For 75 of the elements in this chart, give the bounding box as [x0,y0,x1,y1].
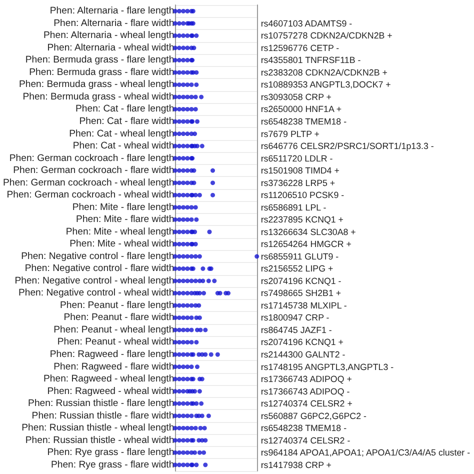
y2-tick-label: rs3093058 CRP + [260,92,332,102]
y2-tick-label: rs6548238 TMEM18 - [260,116,347,126]
y2-tick-label: rs12740374 CELSR2 - [260,435,350,446]
y2-tick-label: rs2156552 LIPG + [260,264,334,274]
y2-tick-label: rs1501908 TIMD4 + [260,166,340,176]
y2-tick-label: rs1800947 CRP - [260,312,330,323]
y-tick-label: Phen: Russian thistle - flare width [32,410,174,422]
y2-tick-label: rs2144300 GALNT2 - [260,350,346,360]
y2-tick-label: rs11206510 PCSK9 - [260,190,344,200]
y-tick-label: Phen: Ragweed - wheal length [44,374,174,385]
y-tick-label: Phen: Bermuda grass - flare length [25,54,174,66]
y2-tick-label: rs12740374 CELSR2 + [260,398,352,409]
y-tick-label: Phen: Cat - flare width [79,116,174,127]
y-tick-label: Phen: Cat - wheal width [72,140,174,152]
y-tick-label: Phen: German cockroach - flare length [9,152,174,164]
y2-tick-label: rs6586891 LPL - [260,202,326,212]
y2-tick-label: rs4607103 ADAMTS9 - [260,18,352,28]
y-tick-label: Phen: Cat - wheal length [69,128,174,140]
y-tick-label: Phen: Peanut - wheal length [54,324,174,336]
y-tick-label: Phen: Mite - wheal length [66,226,174,238]
y-tick-label: Phen: Russian thistle - wheal length [22,422,174,434]
y-tick-label: Phen: Mite - flare width [76,214,174,226]
y-tick-label: Phen: Negative control - wheal length [14,275,174,286]
y2-tick-label: rs2237895 KCNQ1 + [260,214,344,225]
y-tick-label: Phen: Rye grass - flare length [47,447,174,458]
y-tick-label: Phen: Russian thistle - wheal width [25,434,174,446]
y2-tick-label: rs17366743 ADIPOQ + [260,374,352,384]
y2-tick-label: rs10757278 CDKN2A/CDKN2B + [260,30,392,41]
y2-tick-label: rs13266634 SLC30A8 + [260,226,356,237]
y-tick-label: Phen: Ragweed - wheal width [47,386,174,397]
y-tick-label: Phen: Mite - wheal width [70,238,174,250]
y2-tick-label: rs12654264 HMGCR + [260,239,352,250]
y2-tick-label: rs560887 G6PC2,G6PC2 - [260,410,366,421]
y-tick-label: Phen: Negative control - flare width [24,263,174,274]
y-tick-label: Phen: Negative control - flare length [21,250,174,262]
y2-tick-label: rs646776 CELSR2/PSRC1/SORT1/1p13.3 - [260,141,434,152]
y-tick-label: Phen: Alternaria - flare width [54,18,174,29]
y-tick-label: Phen: Alternaria - flare length [50,6,174,17]
y-tick-label: Phen: Cat - flare length [76,104,174,115]
y2-tick-label: rs2074196 KCNQ1 + [260,337,344,348]
y-tick-label: Phen: German cockroach - wheal width [6,190,174,201]
y-tick-label: Phen: Peanut - flare length [60,300,174,311]
y2-tick-label: rs1748195 ANGPTL3,ANGPTL3 - [260,362,394,372]
y-tick-label: Phen: Bermuda grass - flare width [29,66,174,78]
y2-tick-label: rs2383208 CDKN2A/CDKN2B + [260,67,388,78]
y2-tick-label: rs6548238 TMEM18 - [260,423,347,434]
y2-tick-label: rs2650000 HNF1A + [260,104,342,114]
y-tick-label: Phen: German cockroach - flare width [13,165,174,176]
y2-tick-label: rs3736228 LRP5 + [260,178,336,188]
y-tick-label: Phen: Peanut - wheal width [57,336,174,348]
y2-tick-label: rs7679 PLTP + [260,128,320,139]
y-tick-label: Phen: Ragweed - flare length [50,349,174,360]
y2-tick-label: rs7498665 SH2B1 + [260,288,342,298]
y-tick-label: Phen: Alternaria - wheal length [44,30,174,42]
y-tick-label: Phen: Ragweed - flare width [54,361,174,372]
y-tick-label: Phen: Bermuda grass - wheal length [18,79,174,90]
y2-tick-label: rs2074196 KCNQ1 - [260,276,342,286]
y-tick-label: Phen: Negative control - wheal width [18,288,174,299]
y2-tick-label: rs6511720 LDLR - [260,153,333,164]
y2-tick-label: rs1417938 CRP + [260,460,332,470]
y2-tick-label: rs4355801 TNFRSF11B - [260,55,361,66]
y2-tick-label: rs10889353 ANGPTL3,DOCK7 + [260,80,391,90]
y2-tick-label: rs12596776 CETP - [260,42,340,53]
y2-tick-label: rs17145738 MLXIPL - [260,300,347,310]
y-tick-label: Phen: Rye grass - flare width [50,459,174,470]
y-tick-label: Phen: Russian thistle - flare length [28,398,174,410]
y2-tick-label: rs864745 JAZF1 - [260,324,332,335]
y-tick-label: Phen: Peanut - flare width [64,312,174,324]
y2-tick-label: rs964184 APOA1,APOA1; APOA1/C3/A4/A5 cluster - [260,448,470,458]
y2-tick-label: rs6855911 GLUT9 - [260,251,339,262]
y-tick-label: Phen: Alternaria - wheal width [47,42,174,54]
y-tick-label: Phen: Mite - flare length [72,202,174,213]
y2-tick-label: rs17366743 ADIPOQ - [260,386,350,396]
y-tick-label: Phen: German cockroach - wheal length [2,177,174,188]
y-tick-label: Phen: Bermuda grass - wheal width [22,91,174,102]
